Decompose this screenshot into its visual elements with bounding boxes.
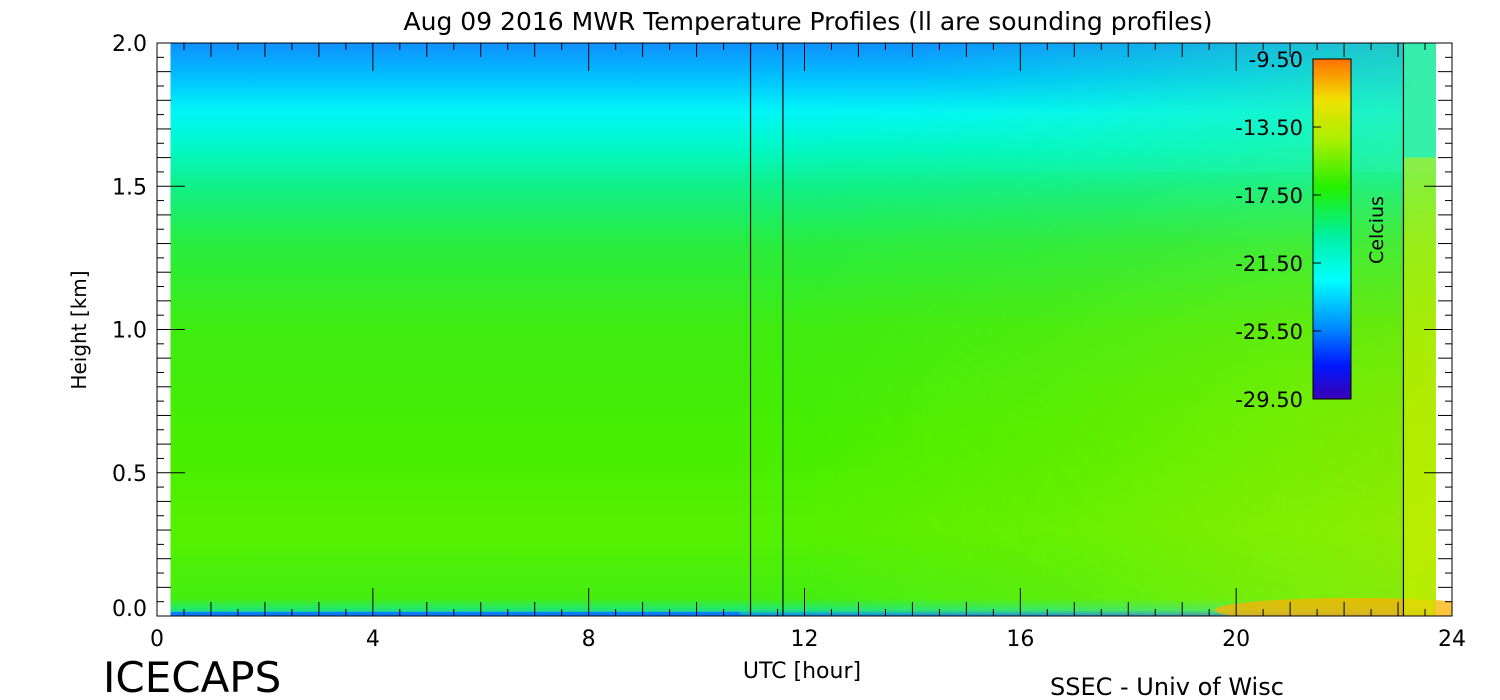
x-tick-label: 24 (1438, 627, 1466, 652)
x-tick-label: 16 (1006, 627, 1034, 652)
footer-icecaps: ICECAPS (103, 653, 281, 700)
x-tick-label: 4 (366, 627, 380, 652)
y-tick-label: 0.0 (112, 597, 147, 622)
upper-tint (912, 43, 1436, 172)
x-tick-label: 12 (791, 627, 819, 652)
x-axis-label: UTC [hour] (743, 659, 861, 684)
colorbar-tick-label: -29.50 (1235, 388, 1303, 412)
colorbar-gradient (1312, 58, 1352, 400)
x-tick-label: 0 (150, 627, 164, 652)
colorbar-tick-label: -17.50 (1235, 184, 1303, 208)
colorbar-tick-label: -9.50 (1249, 48, 1303, 72)
x-tick-label: 8 (582, 627, 596, 652)
colorbar-tick-label: -13.50 (1235, 116, 1303, 140)
surface-cold-layer (170, 612, 740, 616)
y-tick-label: 1.5 (112, 175, 147, 200)
footer-ssec: SSEC - Univ of Wisc (1050, 673, 1284, 700)
y-tick-label: 1.0 (112, 319, 147, 344)
colorbar-tick-label: -25.50 (1235, 320, 1303, 344)
y-tick-label: 0.5 (112, 462, 147, 487)
y-tick-label: 2.0 (112, 32, 147, 57)
surface-warm-layer (1214, 598, 1452, 616)
last-profile-top (1403, 43, 1436, 158)
colorbar: Celcius -9.50 -13.50 -17.50 -21.50 -25.50 -29… (1235, 48, 1388, 412)
colorbar-tick-label: -21.50 (1235, 252, 1303, 276)
axis-ticks (156, 42, 1453, 617)
colorbar-label: Celcius (1366, 196, 1388, 264)
y-axis-label: Height [km] (67, 270, 91, 389)
x-tick-label: 20 (1222, 627, 1250, 652)
chart-title: Aug 09 2016 MWR Temperature Profiles (ll… (404, 7, 1213, 36)
